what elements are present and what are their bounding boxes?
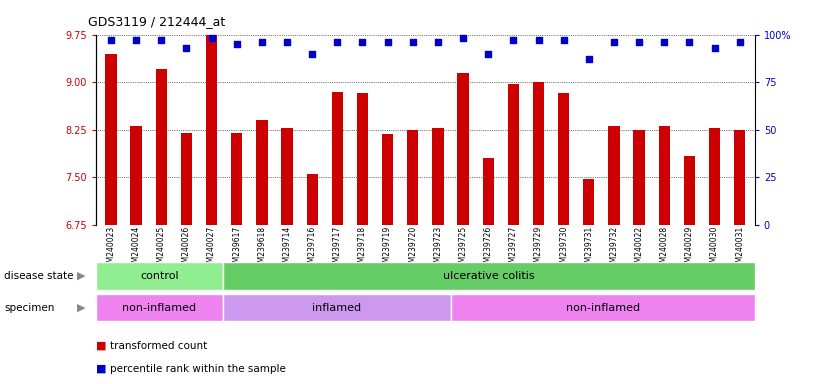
Text: ■: ■: [96, 364, 107, 374]
Text: GDS3119 / 212444_at: GDS3119 / 212444_at: [88, 15, 225, 28]
Point: [532, 37, 545, 43]
Point: [708, 45, 721, 51]
Point: [507, 37, 520, 43]
Point: [481, 51, 495, 57]
Text: inflamed: inflamed: [312, 303, 361, 313]
Bar: [432, 128, 444, 225]
Point: [330, 39, 344, 45]
Point: [381, 39, 394, 45]
Bar: [533, 82, 544, 225]
Point: [632, 39, 646, 45]
Point: [305, 51, 319, 57]
Text: ▶: ▶: [77, 303, 85, 313]
Bar: [734, 130, 746, 225]
Bar: [96, 262, 223, 290]
Bar: [457, 73, 469, 225]
Bar: [382, 134, 394, 225]
Point: [657, 39, 671, 45]
Point: [230, 41, 244, 47]
Text: transformed count: transformed count: [110, 341, 208, 351]
Bar: [181, 133, 192, 225]
Bar: [231, 133, 243, 225]
Bar: [332, 92, 343, 225]
Point: [356, 39, 369, 45]
Point: [683, 39, 696, 45]
Bar: [223, 294, 450, 321]
Point: [406, 39, 420, 45]
Point: [431, 39, 445, 45]
Text: non-inflamed: non-inflamed: [565, 303, 640, 313]
Text: ■: ■: [96, 341, 107, 351]
Bar: [608, 126, 620, 225]
Bar: [156, 70, 167, 225]
Text: disease state: disease state: [4, 271, 73, 281]
Bar: [684, 156, 695, 225]
Bar: [281, 128, 293, 225]
Point: [205, 35, 219, 41]
Point: [557, 37, 570, 43]
Text: non-inflamed: non-inflamed: [123, 303, 196, 313]
Bar: [407, 130, 419, 225]
Bar: [709, 128, 721, 225]
Text: ▶: ▶: [77, 271, 85, 281]
Bar: [130, 126, 142, 225]
Point: [180, 45, 193, 51]
Point: [582, 56, 595, 62]
Bar: [357, 93, 368, 225]
Bar: [583, 179, 595, 225]
Point: [129, 37, 143, 43]
Point: [154, 37, 168, 43]
Text: specimen: specimen: [4, 303, 54, 313]
Bar: [307, 174, 318, 225]
Bar: [634, 130, 645, 225]
Bar: [558, 93, 570, 225]
Point: [733, 39, 746, 45]
Bar: [483, 158, 494, 225]
Bar: [96, 294, 223, 321]
Bar: [256, 120, 268, 225]
Point: [280, 39, 294, 45]
Bar: [206, 35, 217, 225]
Text: control: control: [140, 271, 178, 281]
Bar: [450, 294, 755, 321]
Point: [255, 39, 269, 45]
Text: ulcerative colitis: ulcerative colitis: [443, 271, 535, 281]
Bar: [508, 84, 519, 225]
Bar: [659, 126, 670, 225]
Text: percentile rank within the sample: percentile rank within the sample: [110, 364, 286, 374]
Bar: [223, 262, 755, 290]
Point: [456, 35, 470, 41]
Point: [607, 39, 620, 45]
Bar: [105, 54, 117, 225]
Point: [104, 37, 118, 43]
